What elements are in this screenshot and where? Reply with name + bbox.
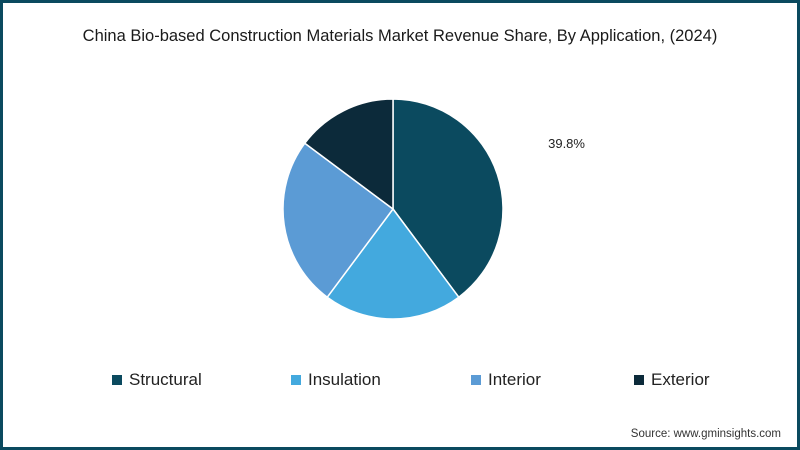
legend-item-structural: Structural: [112, 370, 202, 390]
pie-slice-exterior: [303, 98, 394, 211]
legend-item-interior: Interior: [471, 370, 541, 390]
pie-slice-interior: [282, 142, 395, 299]
legend-label: Interior: [488, 370, 541, 389]
pie-chart: 39.8%: [282, 98, 585, 320]
legend-label: Insulation: [308, 370, 381, 389]
source-note: Source: www.gminsights.com: [630, 428, 781, 440]
chart-title: China Bio-based Construction Materials M…: [82, 27, 718, 45]
legend-item-exterior: Exterior: [634, 370, 710, 390]
pie-slice-insulation: [326, 207, 460, 320]
pie-slice-structural: [392, 98, 504, 299]
legend-label: Exterior: [651, 370, 710, 389]
legend-item-insulation: Insulation: [291, 370, 381, 390]
data-label-structural: 39.8%: [548, 136, 585, 151]
legend-swatch: [634, 375, 644, 385]
legend: Structural Insulation Interior Exterior: [3, 370, 797, 392]
legend-swatch: [471, 375, 481, 385]
legend-label: Structural: [129, 370, 202, 389]
legend-swatch: [291, 375, 301, 385]
legend-swatch: [112, 375, 122, 385]
